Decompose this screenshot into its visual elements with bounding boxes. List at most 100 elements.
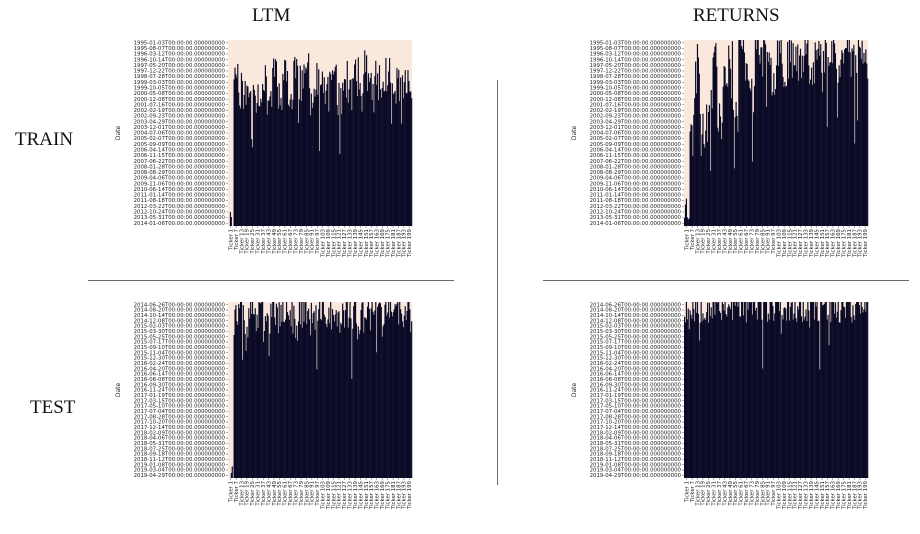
y-tick-label: 2016-08-08T00:00:00.000000000 (134, 377, 226, 383)
x-tick-label: Ticker 127 (798, 481, 804, 510)
x-tick-label: Ticker 163 (375, 229, 381, 258)
heatmap-column (745, 322, 747, 478)
heatmap-column (347, 102, 349, 226)
heatmap-column (255, 112, 257, 226)
heatmap-column (378, 302, 381, 478)
heatmap-column (772, 306, 774, 478)
heatmap-column (719, 116, 722, 226)
y-tick-label: 2009-11-06T00:00:00.000000000 (134, 181, 226, 187)
heatmap-column (816, 302, 818, 478)
heatmap-column (361, 302, 363, 478)
heatmap-column (797, 306, 799, 478)
heatmap-column (743, 302, 745, 478)
heatmap-column (246, 326, 248, 478)
heatmap-column (321, 302, 324, 478)
heatmap-column (331, 80, 333, 226)
y-tick-label: 2018-04-06T00:00:00.000000000 (590, 436, 682, 442)
y-tick-label: 2002-09-23T00:00:00.000000000 (590, 114, 682, 120)
heatmap-column (308, 88, 311, 227)
heatmap-column (291, 109, 293, 226)
heatmap-column (387, 85, 389, 226)
x-tick-label: Ticker 181 (847, 229, 853, 258)
heatmap-column (844, 307, 846, 478)
heatmap-column (729, 59, 731, 226)
heatmap-column (771, 302, 773, 478)
heatmap-column (385, 57, 387, 226)
heatmap-column (316, 369, 318, 478)
heatmap-column (258, 106, 260, 226)
y-tick-label: 2015-11-04T00:00:00.000000000 (590, 350, 682, 356)
x-tick-label: Ticker 43 (266, 229, 272, 255)
heatmap-column (691, 318, 693, 478)
y-tick-label: 2017-07-04T00:00:00.000000000 (134, 409, 226, 415)
heatmap-column (230, 217, 232, 226)
x-tick-label: Ticker 1 (229, 481, 235, 503)
heatmap-column (235, 74, 237, 226)
x-tick-label: Ticker 139 (809, 480, 815, 510)
heatmap-column (810, 67, 813, 226)
heatmap-column (366, 306, 369, 478)
x-tick-label: Ticker 25 (706, 229, 712, 255)
heatmap-column (238, 304, 240, 478)
y-tick-label: 2015-09-10T00:00:00.000000000 (590, 345, 682, 351)
y-tick-label: 2017-12-14T00:00:00.000000000 (134, 425, 226, 431)
heatmap-column (788, 320, 791, 478)
heatmap-column (350, 79, 352, 226)
heatmap-column (268, 100, 270, 226)
heatmap-column (285, 302, 288, 478)
x-tick-label: Ticker 157 (825, 229, 831, 258)
heatmap-column (314, 329, 316, 478)
y-tick-label: 2017-05-10T00:00:00.000000000 (134, 404, 226, 410)
heatmap-column (350, 318, 352, 478)
y-tick-label: 1997-05-20T00:00:00.000000000 (134, 63, 226, 69)
heatmap-column (804, 40, 806, 226)
heatmap-column (842, 52, 844, 226)
heatmap-column (810, 302, 812, 478)
heatmap-column (815, 306, 817, 478)
heatmap-column (237, 63, 239, 227)
heatmap-column (378, 65, 381, 226)
heatmap-column (801, 321, 803, 478)
x-tick-label: Ticker 193 (402, 481, 408, 510)
heatmap-column (832, 63, 834, 226)
heatmap-column (244, 334, 246, 478)
heatmap-column (865, 49, 867, 226)
heatmap-column (411, 98, 413, 226)
heatmap-column (730, 302, 733, 478)
heatmap-column (707, 112, 710, 226)
heatmap-column (319, 302, 321, 478)
heatmap-column (235, 305, 237, 478)
heatmap-column (860, 302, 862, 478)
y-tick-label: 2008-08-29T00:00:00.000000000 (134, 170, 226, 176)
heatmap-column (284, 59, 286, 226)
heatmap-column (305, 67, 307, 227)
heatmap-column (765, 106, 768, 226)
heatmap-column (855, 304, 857, 478)
heatmap-column (843, 306, 845, 478)
y-tick-label: 2014-12-08T00:00:00.000000000 (134, 318, 226, 324)
heatmap-column (690, 314, 692, 478)
heatmap-column (290, 326, 292, 478)
y-tick-label: 2017-08-28T00:00:00.000000000 (134, 414, 226, 420)
heatmap-column (787, 78, 790, 227)
heatmap-column (817, 48, 819, 227)
heatmap-column (344, 79, 347, 226)
heatmap-column (830, 322, 832, 478)
heatmap-column (708, 105, 711, 226)
heatmap-column (799, 302, 801, 478)
heatmap-column (266, 313, 268, 478)
heatmap-column (820, 44, 822, 227)
heatmap-column (272, 302, 274, 478)
heatmap-column (740, 40, 742, 226)
heatmap-column (711, 108, 713, 226)
heatmap-column (308, 53, 310, 226)
heatmap-column (787, 302, 789, 478)
heatmap-column (241, 80, 243, 226)
heatmap-column (695, 61, 697, 226)
heatmap-column (356, 339, 358, 478)
heatmap-column (759, 63, 761, 226)
heatmap-column (805, 309, 807, 478)
y-tick-label: 1999-10-05T00:00:00.000000000 (134, 86, 226, 92)
heatmap-column (718, 302, 720, 478)
heatmap-column (866, 302, 868, 478)
